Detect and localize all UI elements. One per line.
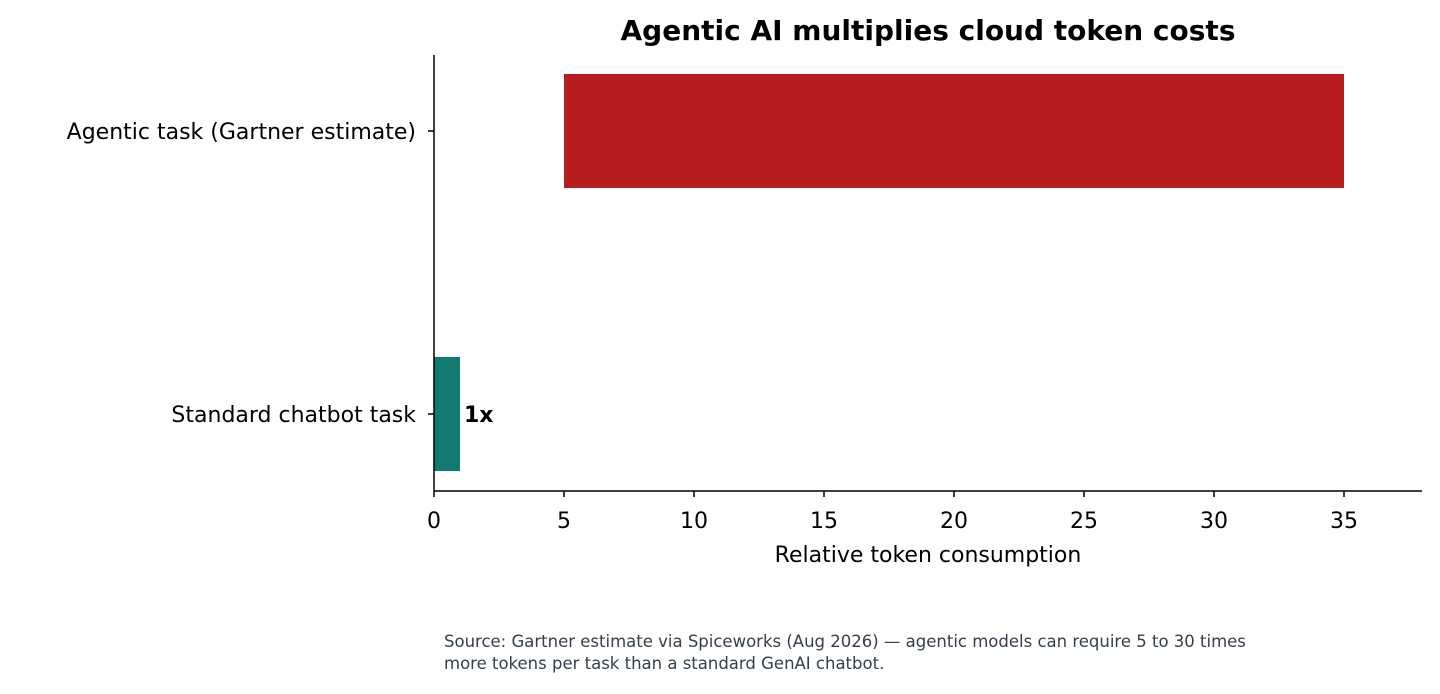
x-tick-label-4: 20 [940,509,968,534]
bar-0 [434,357,460,471]
source-note: Source: Gartner estimate via Spiceworks … [444,631,1404,675]
x-tick-label-0: 0 [427,509,441,534]
bars-group: 1x [434,74,1344,471]
chart-title: Agentic AI multiplies cloud token costs [620,14,1235,47]
x-axis-label: Relative token consumption [775,543,1082,568]
x-tick-label-7: 35 [1330,509,1358,534]
y-axis-ticks: Standard chatbot task Agentic task (Gartn… [67,120,434,428]
x-tick-label-1: 5 [557,509,571,534]
y-tick-label-1: Agentic task (Gartner estimate) [67,120,416,145]
x-axis-ticks: 0 5 10 15 20 25 30 35 [427,491,1358,534]
x-tick-label-2: 10 [680,509,708,534]
x-tick-label-5: 25 [1070,509,1098,534]
bar-1 [564,74,1344,188]
x-tick-label-3: 15 [810,509,838,534]
source-line-1: Source: Gartner estimate via Spiceworks … [444,632,1246,651]
bar-data-label-0: 1x [464,403,494,428]
x-tick-label-6: 30 [1200,509,1228,534]
y-tick-label-0: Standard chatbot task [171,403,416,428]
source-line-2: more tokens per task than a standard Gen… [444,654,885,673]
